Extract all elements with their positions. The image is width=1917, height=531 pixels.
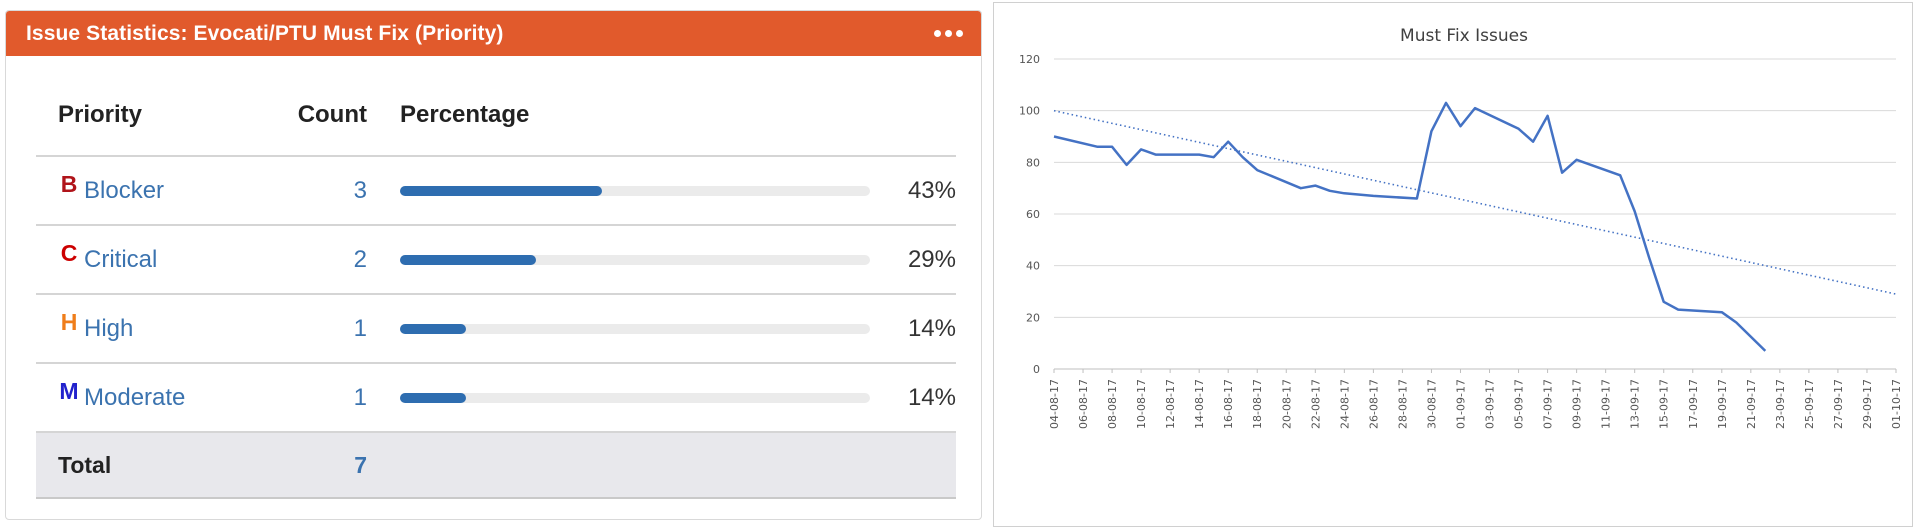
x-tick-label: 18-08-17 bbox=[1251, 379, 1264, 429]
x-tick-label: 25-09-17 bbox=[1803, 379, 1816, 429]
x-tick-label: 09-09-17 bbox=[1571, 379, 1584, 429]
percentage-bar-track bbox=[400, 323, 870, 334]
x-tick-label: 26-08-17 bbox=[1367, 379, 1380, 429]
x-tick-label: 20-08-17 bbox=[1280, 379, 1293, 429]
count-link-critical[interactable]: 2 bbox=[353, 245, 367, 273]
priority-link-high[interactable]: High bbox=[84, 314, 134, 342]
gadget-header: Issue Statistics: Evocati/PTU Must Fix (… bbox=[6, 11, 981, 56]
priority-moderate-icon: M bbox=[59, 378, 79, 404]
percentage-bar-blocker bbox=[400, 185, 603, 196]
x-tick-label: 10-08-17 bbox=[1135, 379, 1148, 429]
priority-link-blocker[interactable]: Blocker bbox=[84, 176, 165, 204]
y-tick-label: 20 bbox=[1026, 311, 1040, 324]
x-tick-label: 14-08-17 bbox=[1193, 379, 1206, 429]
x-tick-label: 21-09-17 bbox=[1745, 379, 1758, 429]
priority-critical-icon: C bbox=[60, 240, 78, 266]
table-row-high: H High 1 14% bbox=[36, 293, 956, 362]
table-row-moderate: M Moderate 1 14% bbox=[36, 362, 956, 431]
column-header-priority: Priority bbox=[58, 101, 143, 128]
table-header: Priority Count Percentage bbox=[36, 75, 956, 155]
percentage-value-blocker: 43% bbox=[907, 176, 956, 204]
priority-stats-table: Priority Count Percentage B Blocker 3 43… bbox=[36, 75, 956, 499]
x-tick-label: 11-09-17 bbox=[1600, 379, 1613, 429]
must-fix-issues-chart: Must Fix Issues 0 20 40 60 80 100 120 04-08-17… bbox=[993, 2, 1913, 527]
percentage-bar-critical bbox=[400, 254, 537, 265]
x-tick-label: 30-08-17 bbox=[1425, 379, 1438, 429]
chart-canvas: Must Fix Issues 0 20 40 60 80 100 120 04-08-17… bbox=[1019, 26, 1903, 429]
priority-link-critical[interactable]: Critical bbox=[84, 245, 158, 273]
x-tick-label: 03-09-17 bbox=[1484, 379, 1497, 429]
x-tick-label: 05-09-17 bbox=[1513, 379, 1526, 429]
count-link-moderate[interactable]: 1 bbox=[353, 383, 367, 411]
count-link-high[interactable]: 1 bbox=[353, 314, 367, 342]
x-tick-label: 13-09-17 bbox=[1629, 379, 1642, 429]
percentage-bar-high bbox=[400, 323, 466, 334]
column-header-percentage: Percentage bbox=[400, 101, 530, 128]
chart-title: Must Fix Issues bbox=[1400, 26, 1528, 46]
percentage-bar-track bbox=[400, 392, 870, 403]
table-row-total: Total 7 bbox=[36, 431, 956, 499]
y-tick-label: 0 bbox=[1033, 363, 1040, 376]
x-tick-label: 15-09-17 bbox=[1658, 379, 1671, 429]
percentage-value-high: 14% bbox=[907, 314, 956, 342]
x-tick-label: 22-08-17 bbox=[1309, 379, 1322, 429]
must-fix-series-line bbox=[1053, 101, 1767, 352]
x-tick-label: 07-09-17 bbox=[1542, 379, 1555, 429]
y-tick-label: 80 bbox=[1026, 156, 1040, 169]
y-tick-label: 60 bbox=[1026, 208, 1040, 221]
priority-link-moderate[interactable]: Moderate bbox=[84, 383, 186, 411]
percentage-bar-moderate bbox=[400, 392, 466, 403]
more-horizontal-icon[interactable] bbox=[932, 24, 965, 43]
x-tick-label: 01-09-17 bbox=[1454, 379, 1467, 429]
x-tick-label: 12-08-17 bbox=[1164, 379, 1177, 429]
x-tick-label: 17-09-17 bbox=[1687, 379, 1700, 429]
table-row-critical: C Critical 2 29% bbox=[36, 224, 956, 293]
table-row-blocker: B Blocker 3 43% bbox=[36, 155, 956, 224]
x-tick-label: 08-08-17 bbox=[1106, 379, 1119, 429]
percentage-bar-track bbox=[400, 185, 870, 196]
x-tick-label: 23-09-17 bbox=[1774, 379, 1787, 429]
x-tick-label: 01-10-17 bbox=[1890, 379, 1903, 429]
x-tick-label: 27-09-17 bbox=[1832, 379, 1845, 429]
issue-statistics-gadget: Issue Statistics: Evocati/PTU Must Fix (… bbox=[5, 10, 982, 520]
priority-high-icon: H bbox=[60, 309, 78, 335]
percentage-bar-track bbox=[400, 254, 870, 265]
total-label: Total bbox=[58, 451, 112, 478]
y-tick-label: 40 bbox=[1026, 260, 1040, 273]
x-tick-label: 19-09-17 bbox=[1716, 379, 1729, 429]
percentage-value-critical: 29% bbox=[907, 245, 956, 273]
trendline-series bbox=[1053, 109, 1897, 295]
x-tick-label: 24-08-17 bbox=[1338, 379, 1351, 429]
x-tick-label: 16-08-17 bbox=[1222, 379, 1235, 429]
y-tick-label: 100 bbox=[1019, 105, 1040, 118]
x-tick-label: 29-09-17 bbox=[1861, 379, 1874, 429]
priority-blocker-icon: B bbox=[60, 171, 78, 197]
x-tick-label: 06-08-17 bbox=[1077, 379, 1090, 429]
percentage-value-moderate: 14% bbox=[907, 383, 956, 411]
total-count-link[interactable]: 7 bbox=[354, 451, 367, 478]
count-link-blocker[interactable]: 3 bbox=[353, 176, 367, 204]
column-header-count: Count bbox=[297, 101, 367, 128]
y-tick-label: 120 bbox=[1019, 53, 1040, 66]
x-tick-label: 04-08-17 bbox=[1048, 379, 1061, 429]
x-tick-label: 28-08-17 bbox=[1396, 379, 1409, 429]
gadget-title: Issue Statistics: Evocati/PTU Must Fix (… bbox=[26, 21, 504, 45]
